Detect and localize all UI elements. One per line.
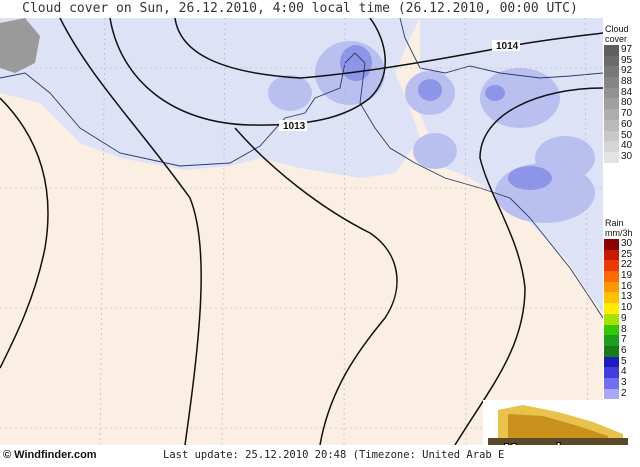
rain-legend-swatch (604, 313, 619, 325)
rain-legend-swatch (604, 271, 619, 282)
last-update-text: Last update: 25.12.2010 20:48 (Timezone:… (163, 449, 505, 461)
isobars (0, 18, 603, 445)
cloud-legend-value: 70 (621, 108, 633, 120)
cloud-legend-value: 88 (621, 76, 633, 88)
rain-legend-swatch (604, 281, 619, 293)
rain-legend-title-2: mm/3h (605, 228, 633, 238)
windfinder-brand-link[interactable]: © Windfinder.com (3, 449, 97, 461)
rain-legend-swatch (604, 260, 619, 272)
rain-legend-value: 6 (621, 344, 627, 356)
rain-legend-title-1: Rain (605, 218, 624, 228)
rain-legend-swatch (604, 356, 619, 368)
rain-legend-swatch (604, 239, 619, 250)
cloud-legend-title-1: Cloud (605, 24, 629, 34)
cloud-legend-value: 80 (621, 97, 633, 109)
cloud-legend-title-2: cover (605, 34, 628, 44)
rain-legend-swatch (604, 249, 619, 261)
cloud-legend-swatch (604, 45, 619, 56)
rain-legend-swatch (604, 292, 619, 304)
cloud-patches-dense (340, 45, 552, 190)
rain-legend-swatch (604, 345, 619, 357)
rain-legend-value: 8 (621, 323, 627, 335)
rain-legend-value: 25 (621, 248, 633, 260)
cloud-area-gulf (0, 18, 420, 178)
cloud-legend-value: 60 (621, 118, 633, 130)
cloud-legend-value: 40 (621, 140, 633, 152)
coastline (0, 52, 603, 319)
rain-legend-value: 30 (621, 238, 633, 249)
rain-legend-swatch (604, 367, 619, 378)
rain-legend-value: 10 (621, 302, 633, 314)
cloud-cover-map: 1013 1014 (0, 18, 604, 445)
rain-legend-swatch (604, 335, 619, 346)
rain-legend-swatch (604, 303, 619, 314)
cloud-legend-value: 97 (621, 44, 633, 55)
rain-legend-value: 3 (621, 376, 627, 388)
rain-legend-swatch (604, 377, 619, 389)
rain-legend-value: 9 (621, 312, 627, 324)
cloud-legend-swatch (604, 119, 619, 131)
cloud-legend-value: 84 (621, 86, 633, 98)
cloud-legend-swatch (604, 109, 619, 120)
rain-legend-value: 22 (621, 259, 633, 271)
rain-legend-value: 16 (621, 280, 633, 292)
cloud-legend-swatch (604, 130, 619, 142)
rain-legend-value: 13 (621, 291, 633, 303)
cloud-legend-swatch (604, 87, 619, 99)
isobar-label-1014: 1014 (496, 41, 519, 52)
rain-legend-swatch (604, 324, 619, 336)
isobar-label-1013: 1013 (283, 121, 306, 132)
cloud-legend-swatch (604, 151, 619, 163)
rain-legend-value: 5 (621, 355, 627, 367)
footer-bar: © Windfinder.com Last update: 25.12.2010… (0, 445, 640, 463)
cloud-legend-swatch (604, 55, 619, 67)
cloud-legend-value: 50 (621, 129, 633, 141)
legend-panel: Cloud cover 97 95 92 88 84 80 70 60 50 40 30 Rain … (603, 18, 640, 445)
rain-legend-swatch (604, 388, 619, 400)
rain-legend-value: 7 (621, 334, 627, 346)
isobar-label-bg-2 (492, 40, 520, 51)
cloud-legend-swatch (604, 77, 619, 88)
coastline-iran (399, 18, 603, 79)
cloud-legend-swatch (604, 141, 619, 152)
cloud-grey-patch (0, 18, 40, 73)
cloud-legend-value: 30 (621, 150, 633, 162)
isobar-label-bg (279, 120, 307, 131)
rain-legend-value: 19 (621, 270, 633, 282)
cloud-legend-swatch (604, 98, 619, 110)
map-title: Cloud cover on Sun, 26.12.2010, 4:00 loc… (22, 1, 578, 16)
cloud-legend-swatch (604, 66, 619, 78)
rain-legend-value: 2 (621, 387, 627, 399)
cloud-legend-value: 95 (621, 54, 633, 66)
rain-legend-value: 4 (621, 366, 627, 378)
cloud-legend-value: 92 (621, 65, 633, 77)
